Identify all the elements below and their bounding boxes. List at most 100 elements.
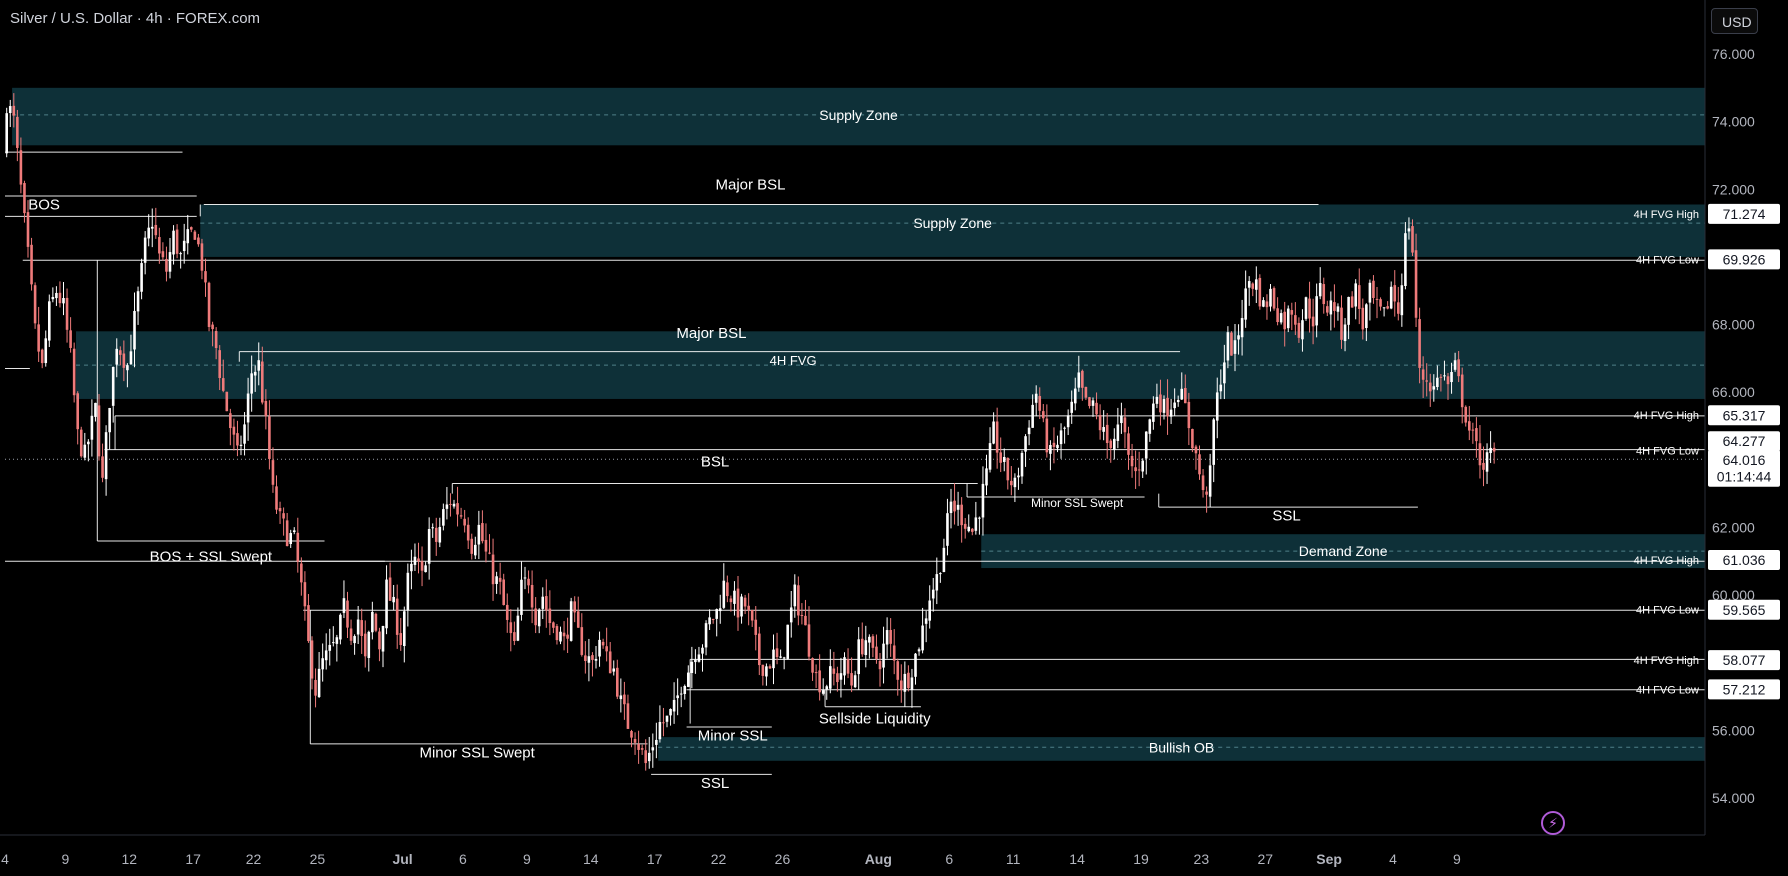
candle-body <box>754 619 758 635</box>
annotation-label: Minor SSL Swept <box>1031 496 1124 510</box>
candle-body <box>406 572 410 611</box>
candle-body <box>687 672 690 687</box>
candle-body <box>143 237 147 263</box>
candle-body <box>339 614 342 640</box>
candle-body <box>981 483 985 518</box>
candle-body <box>775 648 779 658</box>
candle-body <box>140 263 143 292</box>
candle-body <box>729 598 733 603</box>
candle-body <box>1194 446 1198 454</box>
candle-body <box>633 739 637 743</box>
candle-body <box>545 596 548 611</box>
candle-body <box>1475 428 1478 442</box>
candle-body <box>985 468 988 486</box>
candle-body <box>637 744 640 750</box>
candle-body <box>1485 452 1489 472</box>
price-tag-label: 71.274 <box>1723 206 1766 222</box>
candle-body <box>1428 382 1432 392</box>
candle-body <box>424 565 427 573</box>
candle-body <box>892 645 896 661</box>
candle-body <box>1368 282 1372 303</box>
candle-body <box>1425 380 1428 382</box>
candle-body <box>967 526 971 532</box>
candle-body <box>811 658 814 673</box>
price-tag-label: 59.565 <box>1723 602 1766 618</box>
time-tick-label: Aug <box>865 851 892 867</box>
candle-body <box>94 402 97 417</box>
candle-body <box>882 643 885 668</box>
time-tick-label: Sep <box>1316 851 1342 867</box>
candle-body <box>172 230 175 255</box>
price-tag-box <box>1708 431 1780 452</box>
candle-body <box>1059 430 1063 445</box>
candle-body <box>942 547 946 572</box>
candle-body <box>328 644 332 651</box>
time-tick-label: 17 <box>185 851 201 867</box>
candle-body <box>491 554 495 585</box>
candle-body <box>761 664 765 676</box>
annotation-label: SSL <box>701 775 729 792</box>
candle-body <box>438 527 442 543</box>
annotation-label: 4H FVG <box>770 353 817 368</box>
candle-body <box>1155 396 1159 404</box>
candle-body <box>509 622 513 634</box>
candle-body <box>40 349 44 364</box>
candle-body <box>1301 320 1304 340</box>
candle-body <box>903 673 907 692</box>
candle-body <box>1329 300 1333 315</box>
candle-body <box>630 731 633 738</box>
time-tick-label: 6 <box>459 851 467 867</box>
candle-body <box>669 708 672 716</box>
candle-body <box>268 416 271 459</box>
zone-label: Demand Zone <box>1299 543 1388 559</box>
candle-body <box>825 686 829 690</box>
price-tag-box <box>1708 449 1780 470</box>
annotation-label: Major BSL <box>676 325 746 342</box>
candle-body <box>995 421 999 453</box>
candle-body <box>1294 315 1297 325</box>
candle-body <box>410 563 413 572</box>
price-tag-label: 61.036 <box>1723 552 1766 568</box>
candle-body <box>584 655 587 661</box>
price-tag-box <box>1708 550 1780 571</box>
candle-body <box>1336 306 1340 312</box>
candle-body <box>534 608 537 626</box>
candle-body <box>307 605 310 642</box>
candle-body <box>640 748 644 750</box>
candle-body <box>363 633 367 657</box>
candle-body <box>1017 475 1020 478</box>
lightning-icon[interactable]: ⚡ <box>1541 811 1565 835</box>
time-tick-label: 22 <box>711 851 727 867</box>
candle-body <box>33 285 37 324</box>
time-tick-label: 14 <box>583 851 599 867</box>
candle-body <box>420 561 424 571</box>
candle-body <box>182 240 186 252</box>
candle-body <box>236 433 239 446</box>
candle-body <box>736 588 740 618</box>
candle-body <box>523 577 527 579</box>
candle-body <box>953 500 956 512</box>
candle-body <box>16 116 19 148</box>
candle-body <box>1468 421 1471 431</box>
candle-body <box>264 400 268 417</box>
time-tick-label: 22 <box>246 851 262 867</box>
candle-body <box>1265 301 1269 308</box>
candle-body <box>722 580 726 608</box>
candle-body <box>999 452 1002 463</box>
price-tick-label: 72.000 <box>1712 181 1755 197</box>
candle-body <box>878 660 882 670</box>
candle-body <box>126 365 129 371</box>
price-tag-label: 58.077 <box>1723 652 1766 668</box>
candle-body <box>733 590 736 604</box>
candle-body <box>459 515 463 517</box>
candle-body <box>672 699 676 712</box>
candle-body <box>871 636 875 648</box>
candle-body <box>1311 316 1315 327</box>
currency-selector[interactable]: USD <box>1711 8 1758 34</box>
candle-body <box>498 577 502 582</box>
candle-body <box>19 150 23 185</box>
candle-body <box>647 752 651 762</box>
candle-body <box>573 601 576 613</box>
fvg-level-label: 4H FVG Low <box>1636 605 1699 617</box>
